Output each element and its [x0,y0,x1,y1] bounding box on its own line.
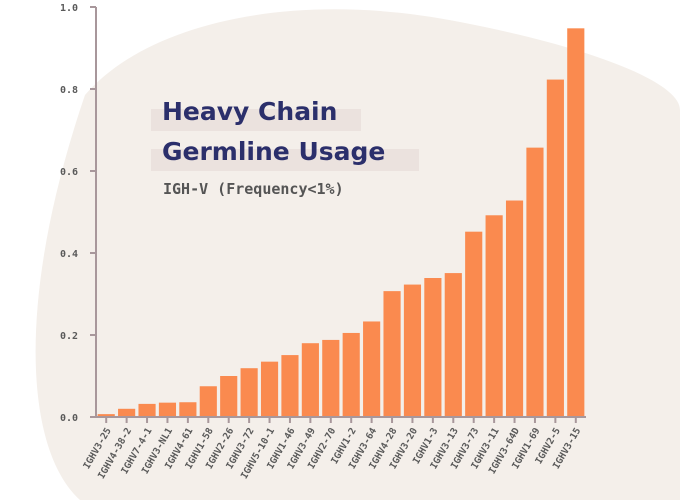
bar-ighv3-25 [97,414,115,417]
bar-ighv2-26 [220,376,238,417]
bar-ighv2-70 [322,339,340,417]
bar-ighv3-64 [363,321,381,417]
bar-ighv3-nl1 [158,402,177,417]
bar-ighv3-49 [301,343,319,417]
bar-ighv3-72 [240,368,258,417]
chart-title: Heavy Chain Germline Usage IGH-V (Freque… [151,97,419,198]
bar-ighv4-61 [179,402,197,417]
bar-ighv4-38-2 [118,408,136,417]
bar-ighv3-11 [485,215,503,417]
bar-ighv7-4-1 [138,403,156,417]
bar-ighv5-10-1 [260,361,279,417]
y-tick-label: 0.2 [60,331,78,342]
title-highlight-2 [151,149,419,171]
y-tick-label: 0.0 [60,413,78,424]
title-highlight-1 [151,109,361,131]
y-tick-label: 1.0 [60,3,78,14]
bar-ighv1-3 [424,278,442,417]
chart-subtitle: IGH-V (Frequency<1%) [163,180,344,198]
bar-ighv1-2 [342,332,360,417]
bar-ighv1-46 [281,355,299,417]
y-tick-label: 0.8 [60,85,78,96]
bar-ighv3-73 [465,231,483,417]
bar-ighv1-58 [199,386,217,417]
bar-ighv3-15 [567,28,585,417]
bar-ighv3-64d [505,200,524,417]
bar-ighv2-5 [546,79,564,417]
bar-ighv1-69 [526,147,544,417]
y-tick-label: 0.6 [60,167,78,178]
y-tick-label: 0.4 [60,249,78,260]
title-line-1: Heavy Chain [162,97,337,126]
title-line-2: Germline Usage [162,137,385,166]
bar-ighv3-20 [403,284,422,417]
bar-ighv3-13 [444,273,462,417]
bars-group [97,28,585,417]
bar-ighv4-28 [383,291,401,417]
